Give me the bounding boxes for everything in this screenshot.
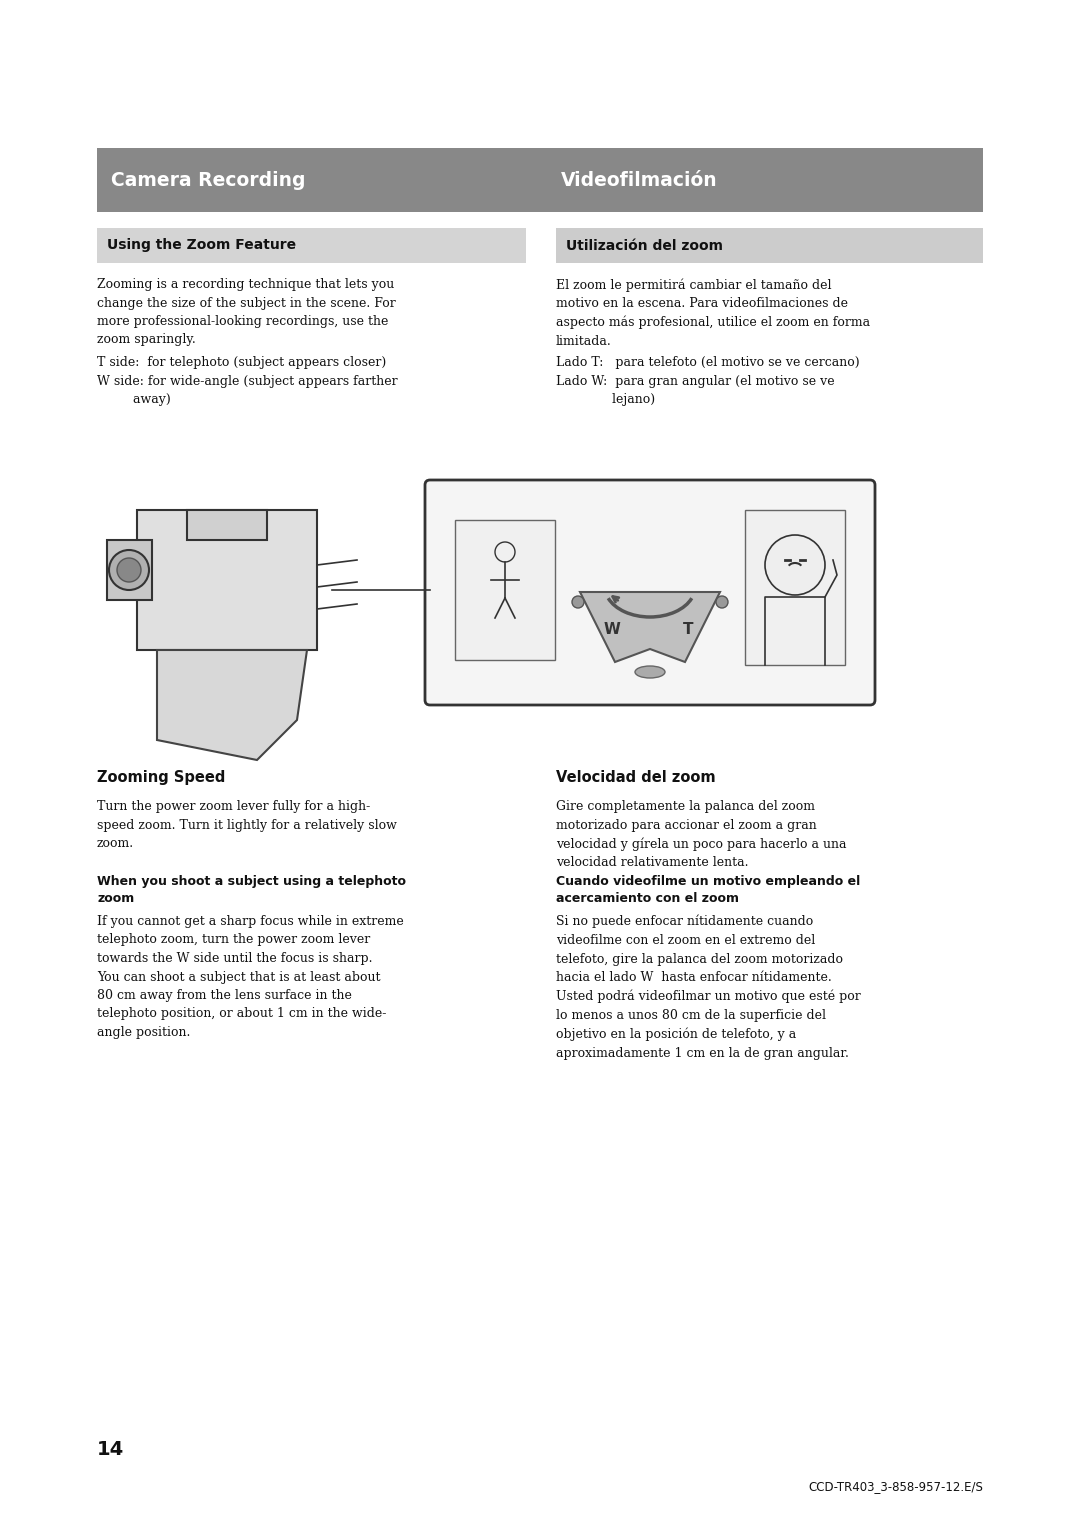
- Circle shape: [117, 558, 141, 582]
- Polygon shape: [157, 649, 307, 759]
- Text: CCD-TR403_3-858-957-12.E/S: CCD-TR403_3-858-957-12.E/S: [808, 1481, 983, 1493]
- Circle shape: [765, 535, 825, 594]
- Text: Using the Zoom Feature: Using the Zoom Feature: [107, 238, 296, 252]
- Bar: [187, 510, 267, 539]
- Text: Videofilmación: Videofilmación: [561, 171, 717, 189]
- Circle shape: [572, 596, 584, 608]
- Text: W: W: [604, 622, 620, 637]
- Text: Gire completamente la palanca del zoom
motorizado para accionar el zoom a gran
v: Gire completamente la palanca del zoom m…: [556, 801, 847, 869]
- Text: Turn the power zoom lever fully for a high-
speed zoom. Turn it lightly for a re: Turn the power zoom lever fully for a hi…: [97, 801, 396, 850]
- Ellipse shape: [635, 666, 665, 678]
- Text: Camera Recording: Camera Recording: [111, 171, 306, 189]
- Bar: [556, 228, 983, 263]
- Text: Zooming Speed: Zooming Speed: [97, 770, 226, 785]
- Bar: [97, 228, 526, 263]
- FancyBboxPatch shape: [426, 480, 875, 704]
- Circle shape: [716, 596, 728, 608]
- Text: T side:  for telephoto (subject appears closer)
W side: for wide-angle (subject : T side: for telephoto (subject appears c…: [97, 356, 397, 406]
- Text: El zoom le permitirá cambiar el tamaño del
motivo en la escena. Para videofilmac: El zoom le permitirá cambiar el tamaño d…: [556, 278, 870, 348]
- Polygon shape: [137, 510, 318, 649]
- Text: Zooming is a recording technique that lets you
change the size of the subject in: Zooming is a recording technique that le…: [97, 278, 395, 347]
- Bar: [107, 539, 152, 601]
- Text: Si no puede enfocar nítidamente cuando
videofilme con el zoom en el extremo del
: Si no puede enfocar nítidamente cuando v…: [556, 915, 861, 1059]
- Text: When you shoot a subject using a telephoto
zoom: When you shoot a subject using a telepho…: [97, 876, 406, 905]
- Text: If you cannot get a sharp focus while in extreme
telephoto zoom, turn the power : If you cannot get a sharp focus while in…: [97, 915, 404, 1039]
- Bar: [455, 520, 555, 660]
- Text: 14: 14: [97, 1439, 124, 1459]
- Polygon shape: [580, 591, 720, 662]
- Circle shape: [109, 550, 149, 590]
- Circle shape: [495, 542, 515, 562]
- Text: Lado T:   para telefoto (el motivo se ve cercano)
Lado W:  para gran angular (el: Lado T: para telefoto (el motivo se ve c…: [556, 356, 860, 406]
- Text: T: T: [683, 622, 693, 637]
- Bar: [745, 510, 845, 665]
- Text: Utilización del zoom: Utilización del zoom: [566, 238, 723, 252]
- Bar: [97, 148, 983, 212]
- Text: Velocidad del zoom: Velocidad del zoom: [556, 770, 716, 785]
- Text: Cuando videofilme un motivo empleando el
acercamiento con el zoom: Cuando videofilme un motivo empleando el…: [556, 876, 861, 905]
